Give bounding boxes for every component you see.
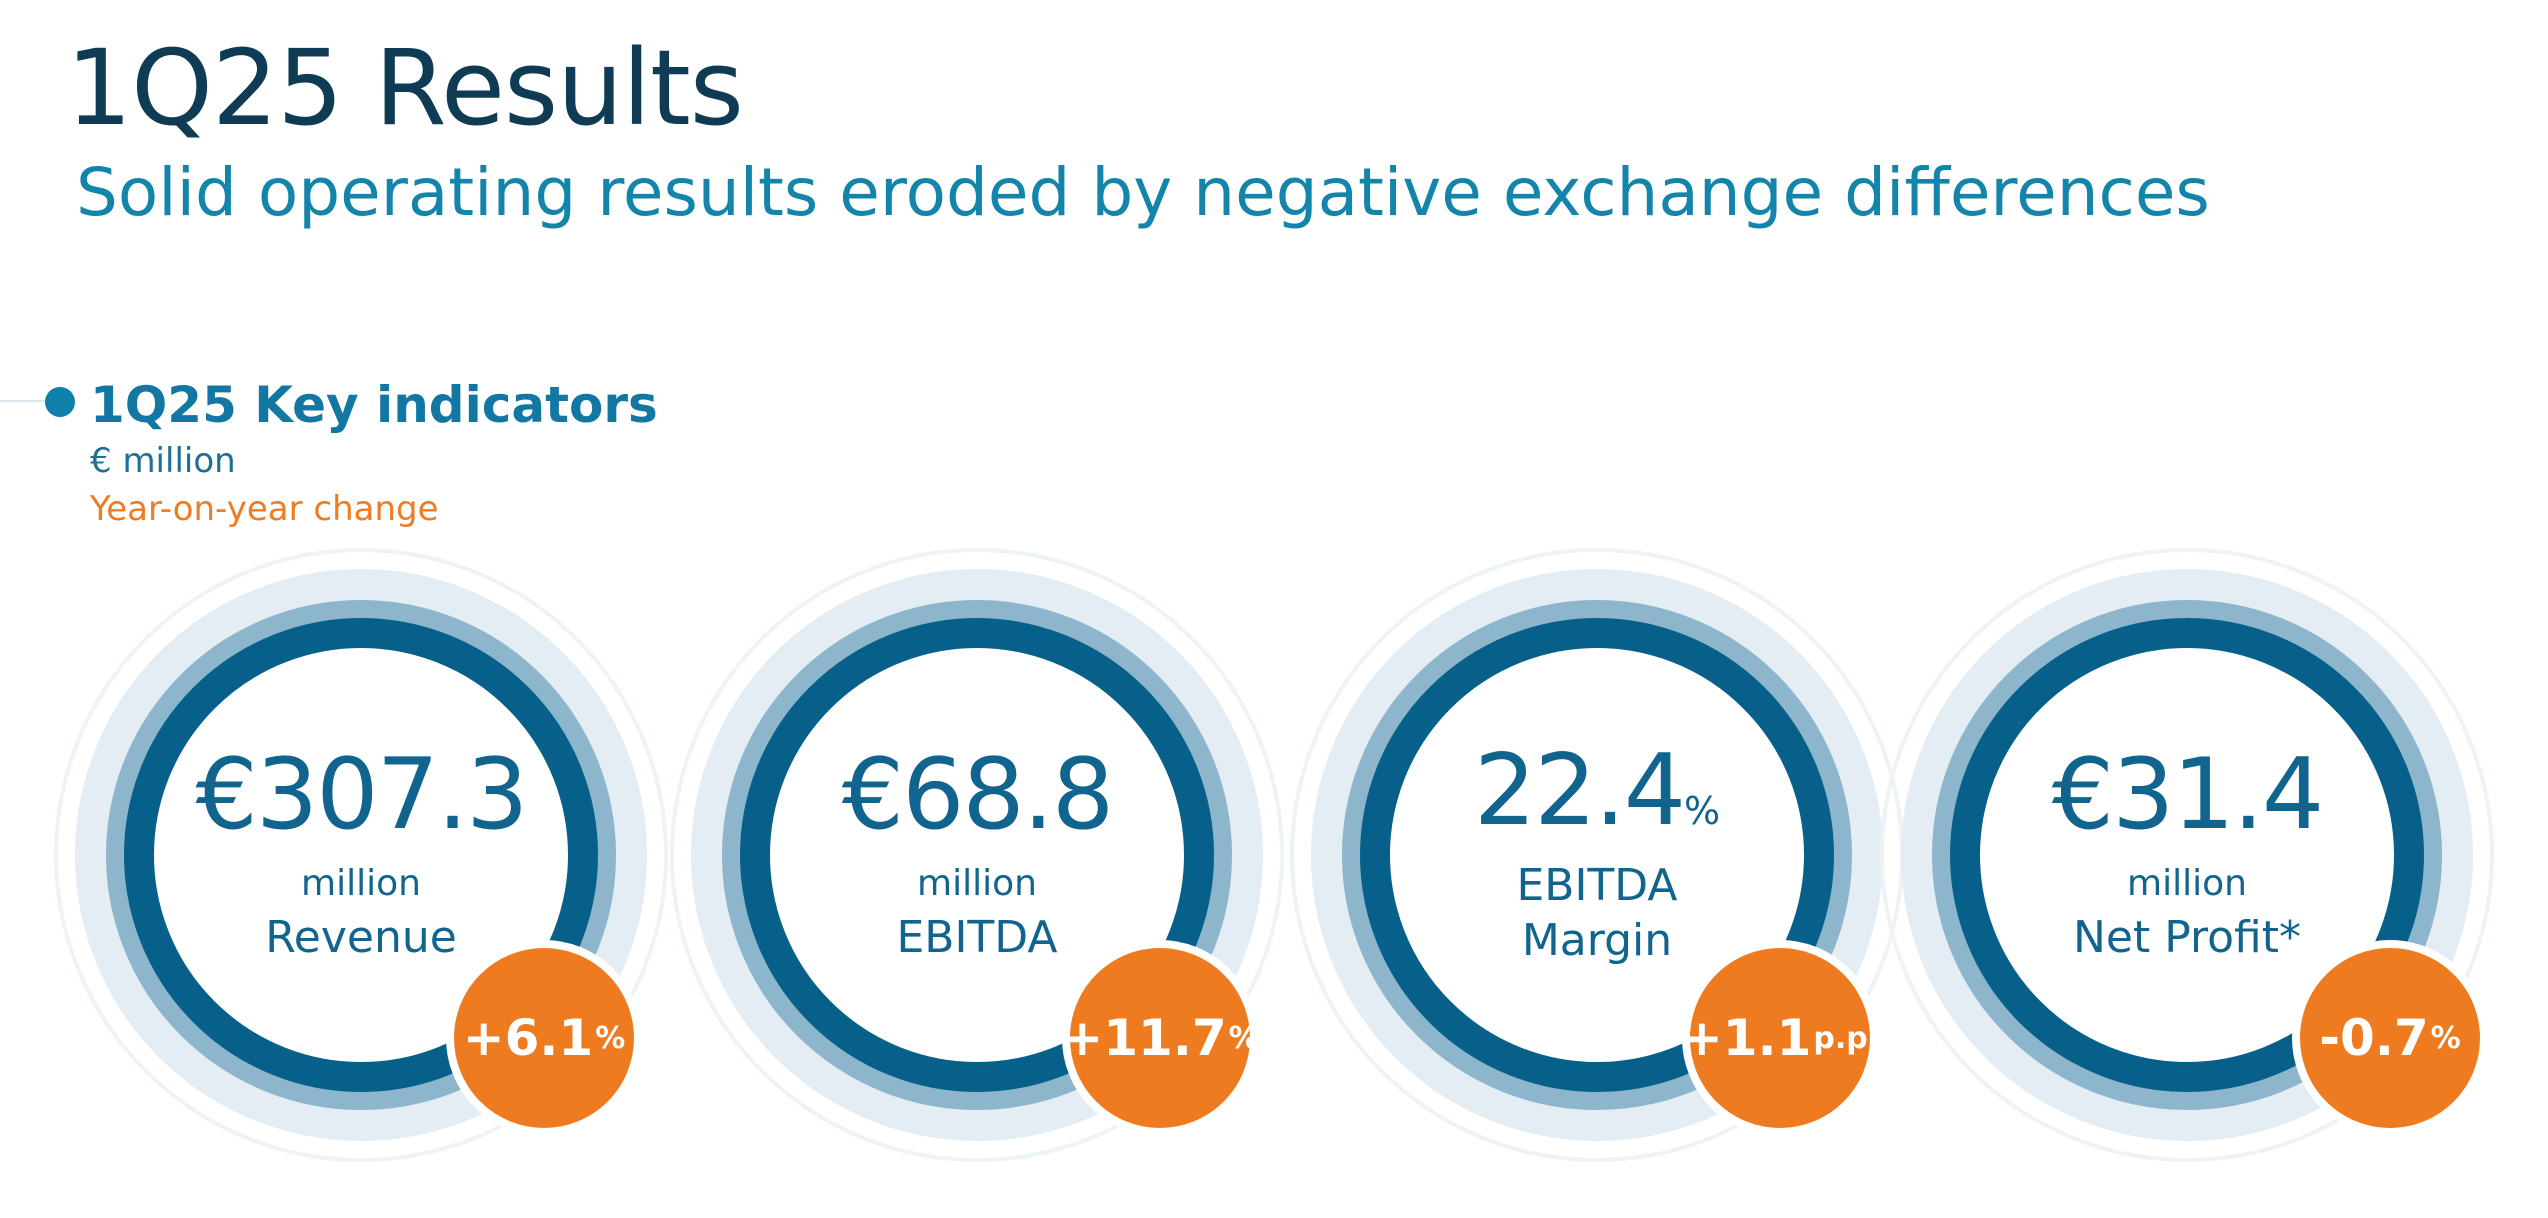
- yoy-change-badge: +1.1 p.p.: [1680, 940, 1880, 1136]
- kpi-unit: million: [917, 862, 1037, 904]
- kpi-value: 22.4%: [1474, 742, 1720, 840]
- section-title: 1Q25 Key indicators: [90, 376, 658, 434]
- kpi-label-line2: Margin: [1521, 915, 1673, 966]
- yoy-change-badge: +6.1%: [446, 940, 642, 1136]
- kpi-revenue: €307.3 million Revenue +6.1%: [46, 540, 706, 1200]
- ring-graphic: [1290, 548, 1904, 1162]
- kpi-center: €31.4 million Net Profit*: [2002, 670, 2372, 1040]
- section-change-legend: Year-on-year change: [90, 489, 439, 529]
- kpi-value-suffix: %: [1684, 789, 1721, 833]
- kpi-ebitda: €68.8 million EBITDA +11.7%: [662, 540, 1322, 1200]
- change-value: +1.1: [1680, 1009, 1812, 1067]
- section-unit: € million: [90, 441, 236, 481]
- page-title: 1Q25 Results: [66, 27, 744, 149]
- yoy-change-badge: +11.7%: [1061, 940, 1259, 1136]
- kpi-unit: million: [2127, 862, 2247, 904]
- change-value: -0.7: [2319, 1009, 2429, 1067]
- kpi-value: €68.8: [841, 737, 1115, 852]
- kpi-label: EBITDA: [896, 911, 1058, 963]
- ring-graphic: [54, 548, 668, 1162]
- yoy-change-badge: -0.7%: [2292, 940, 2488, 1136]
- kpi-value: €307.3: [195, 737, 529, 852]
- section-divider-line: [0, 400, 46, 402]
- kpi-label: EBITDA: [1516, 860, 1678, 911]
- kpi-ebitda-margin: 22.4% EBITDA Margin +1.1 p.p.: [1282, 540, 1942, 1200]
- kpi-label: Revenue: [265, 911, 457, 963]
- ring-graphic: [1880, 548, 2494, 1162]
- kpi-label: Net Profit*: [2073, 911, 2301, 963]
- kpi-net-profit: €31.4 million Net Profit* -0.7%: [1872, 540, 2532, 1200]
- kpi-center: 22.4% EBITDA Margin: [1412, 670, 1782, 1040]
- page-subtitle: Solid operating results eroded by negati…: [76, 154, 2210, 231]
- change-suffix: p.p.: [1813, 1020, 1880, 1056]
- kpi-value: €31.4: [2051, 737, 2325, 852]
- change-value: +6.1: [462, 1009, 594, 1067]
- kpi-center: €307.3 million Revenue: [176, 670, 546, 1040]
- section-bullet-icon: [45, 387, 75, 417]
- kpi-value-number: 22.4: [1473, 734, 1686, 848]
- ring-graphic: [670, 548, 1284, 1162]
- change-suffix: %: [1228, 1020, 1259, 1056]
- change-value: +11.7: [1061, 1009, 1227, 1067]
- kpi-center: €68.8 million EBITDA: [792, 670, 1162, 1040]
- change-suffix: %: [2430, 1020, 2461, 1056]
- kpi-unit: million: [301, 862, 421, 904]
- change-suffix: %: [595, 1020, 626, 1056]
